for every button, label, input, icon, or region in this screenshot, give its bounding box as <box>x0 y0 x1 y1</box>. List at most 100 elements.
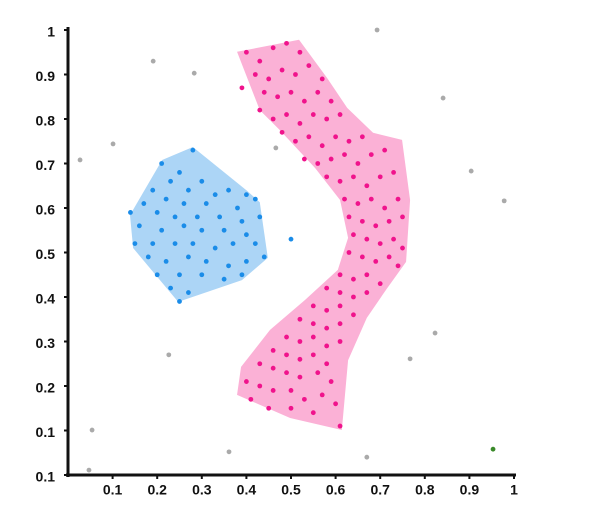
point <box>382 147 388 153</box>
point <box>324 116 330 122</box>
point <box>190 241 196 247</box>
y-tick-label: 0.1 <box>36 424 56 440</box>
point <box>364 290 370 295</box>
point <box>226 187 231 193</box>
cluster-hull <box>237 39 411 431</box>
point <box>351 174 356 180</box>
point <box>490 446 496 452</box>
point <box>337 423 343 429</box>
point <box>310 410 316 416</box>
point <box>337 290 343 295</box>
point <box>150 58 156 64</box>
x-tick-label: 0.5 <box>281 482 301 498</box>
y-tick-label: 0.9 <box>36 68 56 84</box>
point <box>221 276 227 282</box>
point <box>337 339 343 344</box>
x-tick-label: 0.9 <box>460 482 480 498</box>
point <box>257 383 263 389</box>
point <box>194 214 200 220</box>
point <box>166 352 172 358</box>
point <box>244 379 249 384</box>
point <box>203 201 209 206</box>
point <box>324 325 330 331</box>
point <box>257 214 263 220</box>
point <box>386 218 392 224</box>
x-tick-label: 0.2 <box>147 482 167 498</box>
point <box>252 241 258 247</box>
y-tick-label: 0.4 <box>36 291 56 307</box>
point <box>186 187 191 193</box>
point <box>346 214 352 220</box>
point <box>355 201 361 206</box>
point <box>244 259 249 264</box>
x-tick-label: 1 <box>510 482 518 498</box>
point <box>301 156 307 162</box>
point <box>337 112 343 117</box>
point <box>163 259 169 264</box>
point <box>306 134 312 140</box>
point <box>270 45 276 51</box>
point <box>199 227 205 233</box>
point <box>373 259 379 264</box>
point <box>226 263 231 269</box>
point <box>86 467 92 473</box>
point <box>297 339 303 344</box>
point <box>301 396 307 402</box>
point <box>239 218 245 224</box>
point <box>328 379 334 384</box>
point <box>177 170 182 175</box>
point <box>306 63 312 68</box>
x-tick-label: 0.8 <box>415 482 435 498</box>
point <box>141 201 147 206</box>
point <box>346 250 352 255</box>
point <box>297 121 303 126</box>
point <box>257 58 263 64</box>
point <box>301 98 307 104</box>
y-tick-label: 1 <box>47 24 55 40</box>
point <box>351 294 356 300</box>
point <box>177 272 182 278</box>
point <box>275 94 281 100</box>
y-tick-label: 0.3 <box>36 335 56 351</box>
point <box>395 263 401 269</box>
point <box>293 72 298 77</box>
point <box>150 241 156 247</box>
point <box>159 161 165 166</box>
point <box>252 72 258 77</box>
point <box>132 241 138 247</box>
point <box>377 174 383 180</box>
point <box>368 196 374 202</box>
point <box>288 405 294 411</box>
point <box>355 161 361 166</box>
point <box>440 95 446 101</box>
point <box>279 67 285 73</box>
point <box>342 196 347 202</box>
point <box>212 245 218 251</box>
point <box>319 76 325 82</box>
point <box>168 178 173 184</box>
point <box>288 89 294 95</box>
x-tick-label: 0.4 <box>237 482 257 498</box>
point <box>235 205 240 211</box>
point <box>261 254 267 260</box>
point <box>333 134 338 140</box>
point <box>266 405 272 411</box>
point <box>324 285 330 291</box>
point <box>315 370 321 376</box>
point <box>154 272 160 278</box>
point <box>297 356 303 362</box>
point <box>297 316 303 322</box>
point <box>186 254 191 260</box>
point <box>226 449 232 455</box>
point <box>328 156 334 162</box>
point <box>319 392 325 398</box>
y-tick-label: 0.7 <box>36 157 56 173</box>
point <box>270 388 276 393</box>
point <box>407 356 413 362</box>
point <box>230 241 236 247</box>
point <box>279 129 285 135</box>
point <box>324 361 330 367</box>
point <box>377 241 383 247</box>
x-tick-label: 0.3 <box>192 482 212 498</box>
x-tick-label: 0.6 <box>326 482 346 498</box>
